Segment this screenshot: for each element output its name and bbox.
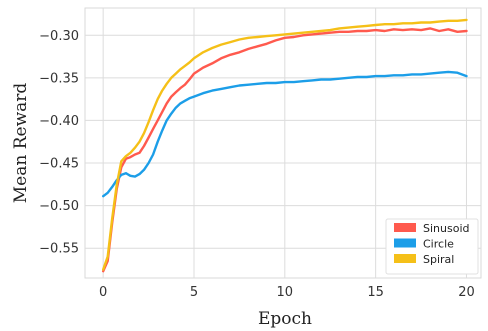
legend-swatch-sinusoid [394, 223, 416, 232]
x-tick-label: 0 [99, 285, 107, 300]
x-tick-label: 20 [458, 285, 475, 300]
series-line-spiral [101, 18, 468, 271]
x-tick-label: 10 [277, 285, 294, 300]
y-tick-label: −0.40 [39, 114, 79, 129]
legend-label-spiral: Spiral [423, 253, 454, 266]
y-tick-labels: −0.55 −0.50 −0.45 −0.40 −0.35 −0.30 [39, 29, 79, 257]
series-line-sinusoid [101, 27, 468, 273]
x-tick-label: 5 [190, 285, 198, 300]
legend-swatch-spiral [394, 254, 416, 263]
y-tick-label: −0.45 [39, 157, 79, 172]
y-axis-title: Mean Reward [11, 83, 31, 204]
x-axis-title: Epoch [258, 309, 312, 329]
legend-label-sinusoid: Sinusoid [423, 222, 469, 235]
y-tick-label: −0.55 [39, 242, 79, 257]
legend-label-circle: Circle [423, 238, 454, 251]
y-tick-label: −0.35 [39, 71, 79, 86]
legend: Sinusoid Circle Spiral [385, 218, 479, 275]
y-tick-label: −0.30 [39, 29, 79, 44]
x-tick-labels: 0 5 10 15 20 [99, 285, 475, 300]
series-line-circle [101, 70, 468, 198]
x-tick-label: 15 [367, 285, 384, 300]
y-tick-label: −0.50 [39, 199, 79, 214]
series-lines [101, 18, 468, 273]
legend-swatch-circle [394, 238, 416, 248]
